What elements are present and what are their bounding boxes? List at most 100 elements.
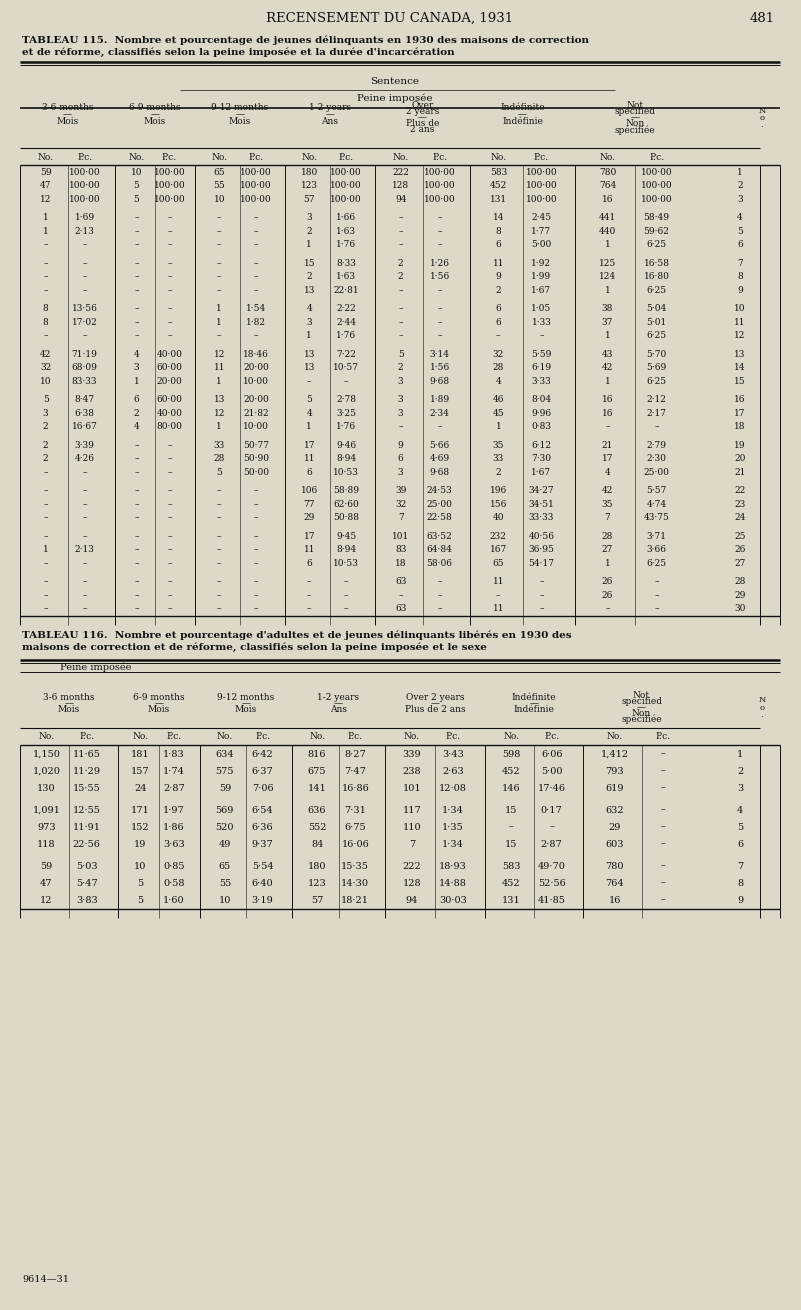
Text: 21·82: 21·82 xyxy=(244,409,269,418)
Text: 6: 6 xyxy=(737,840,743,849)
Text: 11: 11 xyxy=(735,318,746,328)
Text: No.: No. xyxy=(404,732,420,741)
Text: 2·87: 2·87 xyxy=(163,783,185,793)
Text: –: – xyxy=(217,272,222,282)
Text: 30·03: 30·03 xyxy=(439,896,467,904)
Text: et de réforme, classifiés selon la peine imposée et la durée d'incarcération: et de réforme, classifiés selon la peine… xyxy=(22,47,455,56)
Text: –: – xyxy=(660,879,665,888)
Text: 5·59: 5·59 xyxy=(531,350,552,359)
Text: 1: 1 xyxy=(42,214,49,223)
Text: 583: 583 xyxy=(502,862,521,871)
Text: –: – xyxy=(83,514,87,523)
Text: 146: 146 xyxy=(502,783,521,793)
Text: 1·97: 1·97 xyxy=(163,806,185,815)
Text: 65: 65 xyxy=(493,559,504,569)
Text: 1: 1 xyxy=(605,286,610,295)
Text: 28: 28 xyxy=(602,532,613,541)
Text: —: — xyxy=(529,700,538,709)
Text: 2: 2 xyxy=(496,468,501,477)
Text: —: — xyxy=(325,110,335,119)
Text: 6·25: 6·25 xyxy=(646,241,666,249)
Text: 18·93: 18·93 xyxy=(439,862,467,871)
Text: 16: 16 xyxy=(602,409,613,418)
Text: 16·06: 16·06 xyxy=(341,840,369,849)
Text: 28: 28 xyxy=(735,578,746,587)
Text: 1·67: 1·67 xyxy=(531,286,551,295)
Text: 619: 619 xyxy=(606,783,624,793)
Text: 3: 3 xyxy=(737,195,743,204)
Text: 7·31: 7·31 xyxy=(344,806,366,815)
Text: 131: 131 xyxy=(502,896,521,904)
Text: 1·26: 1·26 xyxy=(429,259,449,269)
Text: –: – xyxy=(217,532,222,541)
Text: 100·00: 100·00 xyxy=(69,168,100,177)
Text: 3·39: 3·39 xyxy=(74,441,95,449)
Text: 8: 8 xyxy=(737,272,743,282)
Text: Indéfinie: Indéfinie xyxy=(513,705,554,714)
Text: 1·66: 1·66 xyxy=(336,214,356,223)
Text: –: – xyxy=(43,286,48,295)
Text: –: – xyxy=(307,604,312,613)
Text: 3·19: 3·19 xyxy=(252,896,273,904)
Text: 5: 5 xyxy=(134,195,139,204)
Text: 16: 16 xyxy=(735,396,746,405)
Text: 10: 10 xyxy=(214,195,225,204)
Text: 2: 2 xyxy=(398,363,404,372)
Text: 1·60: 1·60 xyxy=(163,896,184,904)
Text: 35: 35 xyxy=(493,441,504,449)
Text: 2: 2 xyxy=(42,422,49,431)
Text: –: – xyxy=(135,227,139,236)
Text: –: – xyxy=(254,604,259,613)
Text: 1: 1 xyxy=(605,559,610,569)
Text: –: – xyxy=(437,591,442,600)
Text: –: – xyxy=(217,559,222,569)
Text: 6·25: 6·25 xyxy=(646,559,666,569)
Text: –: – xyxy=(254,532,259,541)
Text: 1: 1 xyxy=(216,304,222,313)
Text: —: — xyxy=(63,110,72,119)
Text: –: – xyxy=(43,259,48,269)
Text: –: – xyxy=(167,604,171,613)
Text: 55: 55 xyxy=(219,879,231,888)
Text: –: – xyxy=(43,578,48,587)
Text: 5: 5 xyxy=(134,181,139,190)
Text: 11·91: 11·91 xyxy=(73,823,101,832)
Text: Indéfinite: Indéfinite xyxy=(500,103,545,113)
Text: 7: 7 xyxy=(737,862,743,871)
Text: 47: 47 xyxy=(40,181,51,190)
Text: 9·37: 9·37 xyxy=(252,840,273,849)
Text: –: – xyxy=(167,214,171,223)
Text: –: – xyxy=(217,214,222,223)
Text: –: – xyxy=(254,286,259,295)
Text: 2·34: 2·34 xyxy=(429,409,449,418)
Text: 12: 12 xyxy=(214,409,225,418)
Text: 128: 128 xyxy=(392,181,409,190)
Text: 10·00: 10·00 xyxy=(244,422,269,431)
Text: 1: 1 xyxy=(216,318,222,328)
Text: 3: 3 xyxy=(134,363,139,372)
Text: 13: 13 xyxy=(214,396,225,405)
Text: 18: 18 xyxy=(395,559,406,569)
Text: –: – xyxy=(217,331,222,341)
Text: —: — xyxy=(155,700,163,709)
Text: 1: 1 xyxy=(307,331,312,341)
Text: –: – xyxy=(539,591,544,600)
Text: 21: 21 xyxy=(602,441,613,449)
Text: –: – xyxy=(539,604,544,613)
Text: 41·85: 41·85 xyxy=(537,896,566,904)
Text: 11·29: 11·29 xyxy=(73,766,101,776)
Text: 4: 4 xyxy=(307,304,312,313)
Text: 8: 8 xyxy=(737,879,743,888)
Text: 1,091: 1,091 xyxy=(33,806,60,815)
Text: 764: 764 xyxy=(606,879,624,888)
Text: —: — xyxy=(637,703,646,713)
Text: –: – xyxy=(43,272,48,282)
Text: 100·00: 100·00 xyxy=(525,181,557,190)
Text: 1·92: 1·92 xyxy=(531,259,551,269)
Text: 2·87: 2·87 xyxy=(541,840,562,849)
Text: 25·00: 25·00 xyxy=(644,468,670,477)
Text: –: – xyxy=(539,578,544,587)
Text: 11·65: 11·65 xyxy=(73,749,101,758)
Text: 58·06: 58·06 xyxy=(427,559,453,569)
Text: 3·43: 3·43 xyxy=(442,749,464,758)
